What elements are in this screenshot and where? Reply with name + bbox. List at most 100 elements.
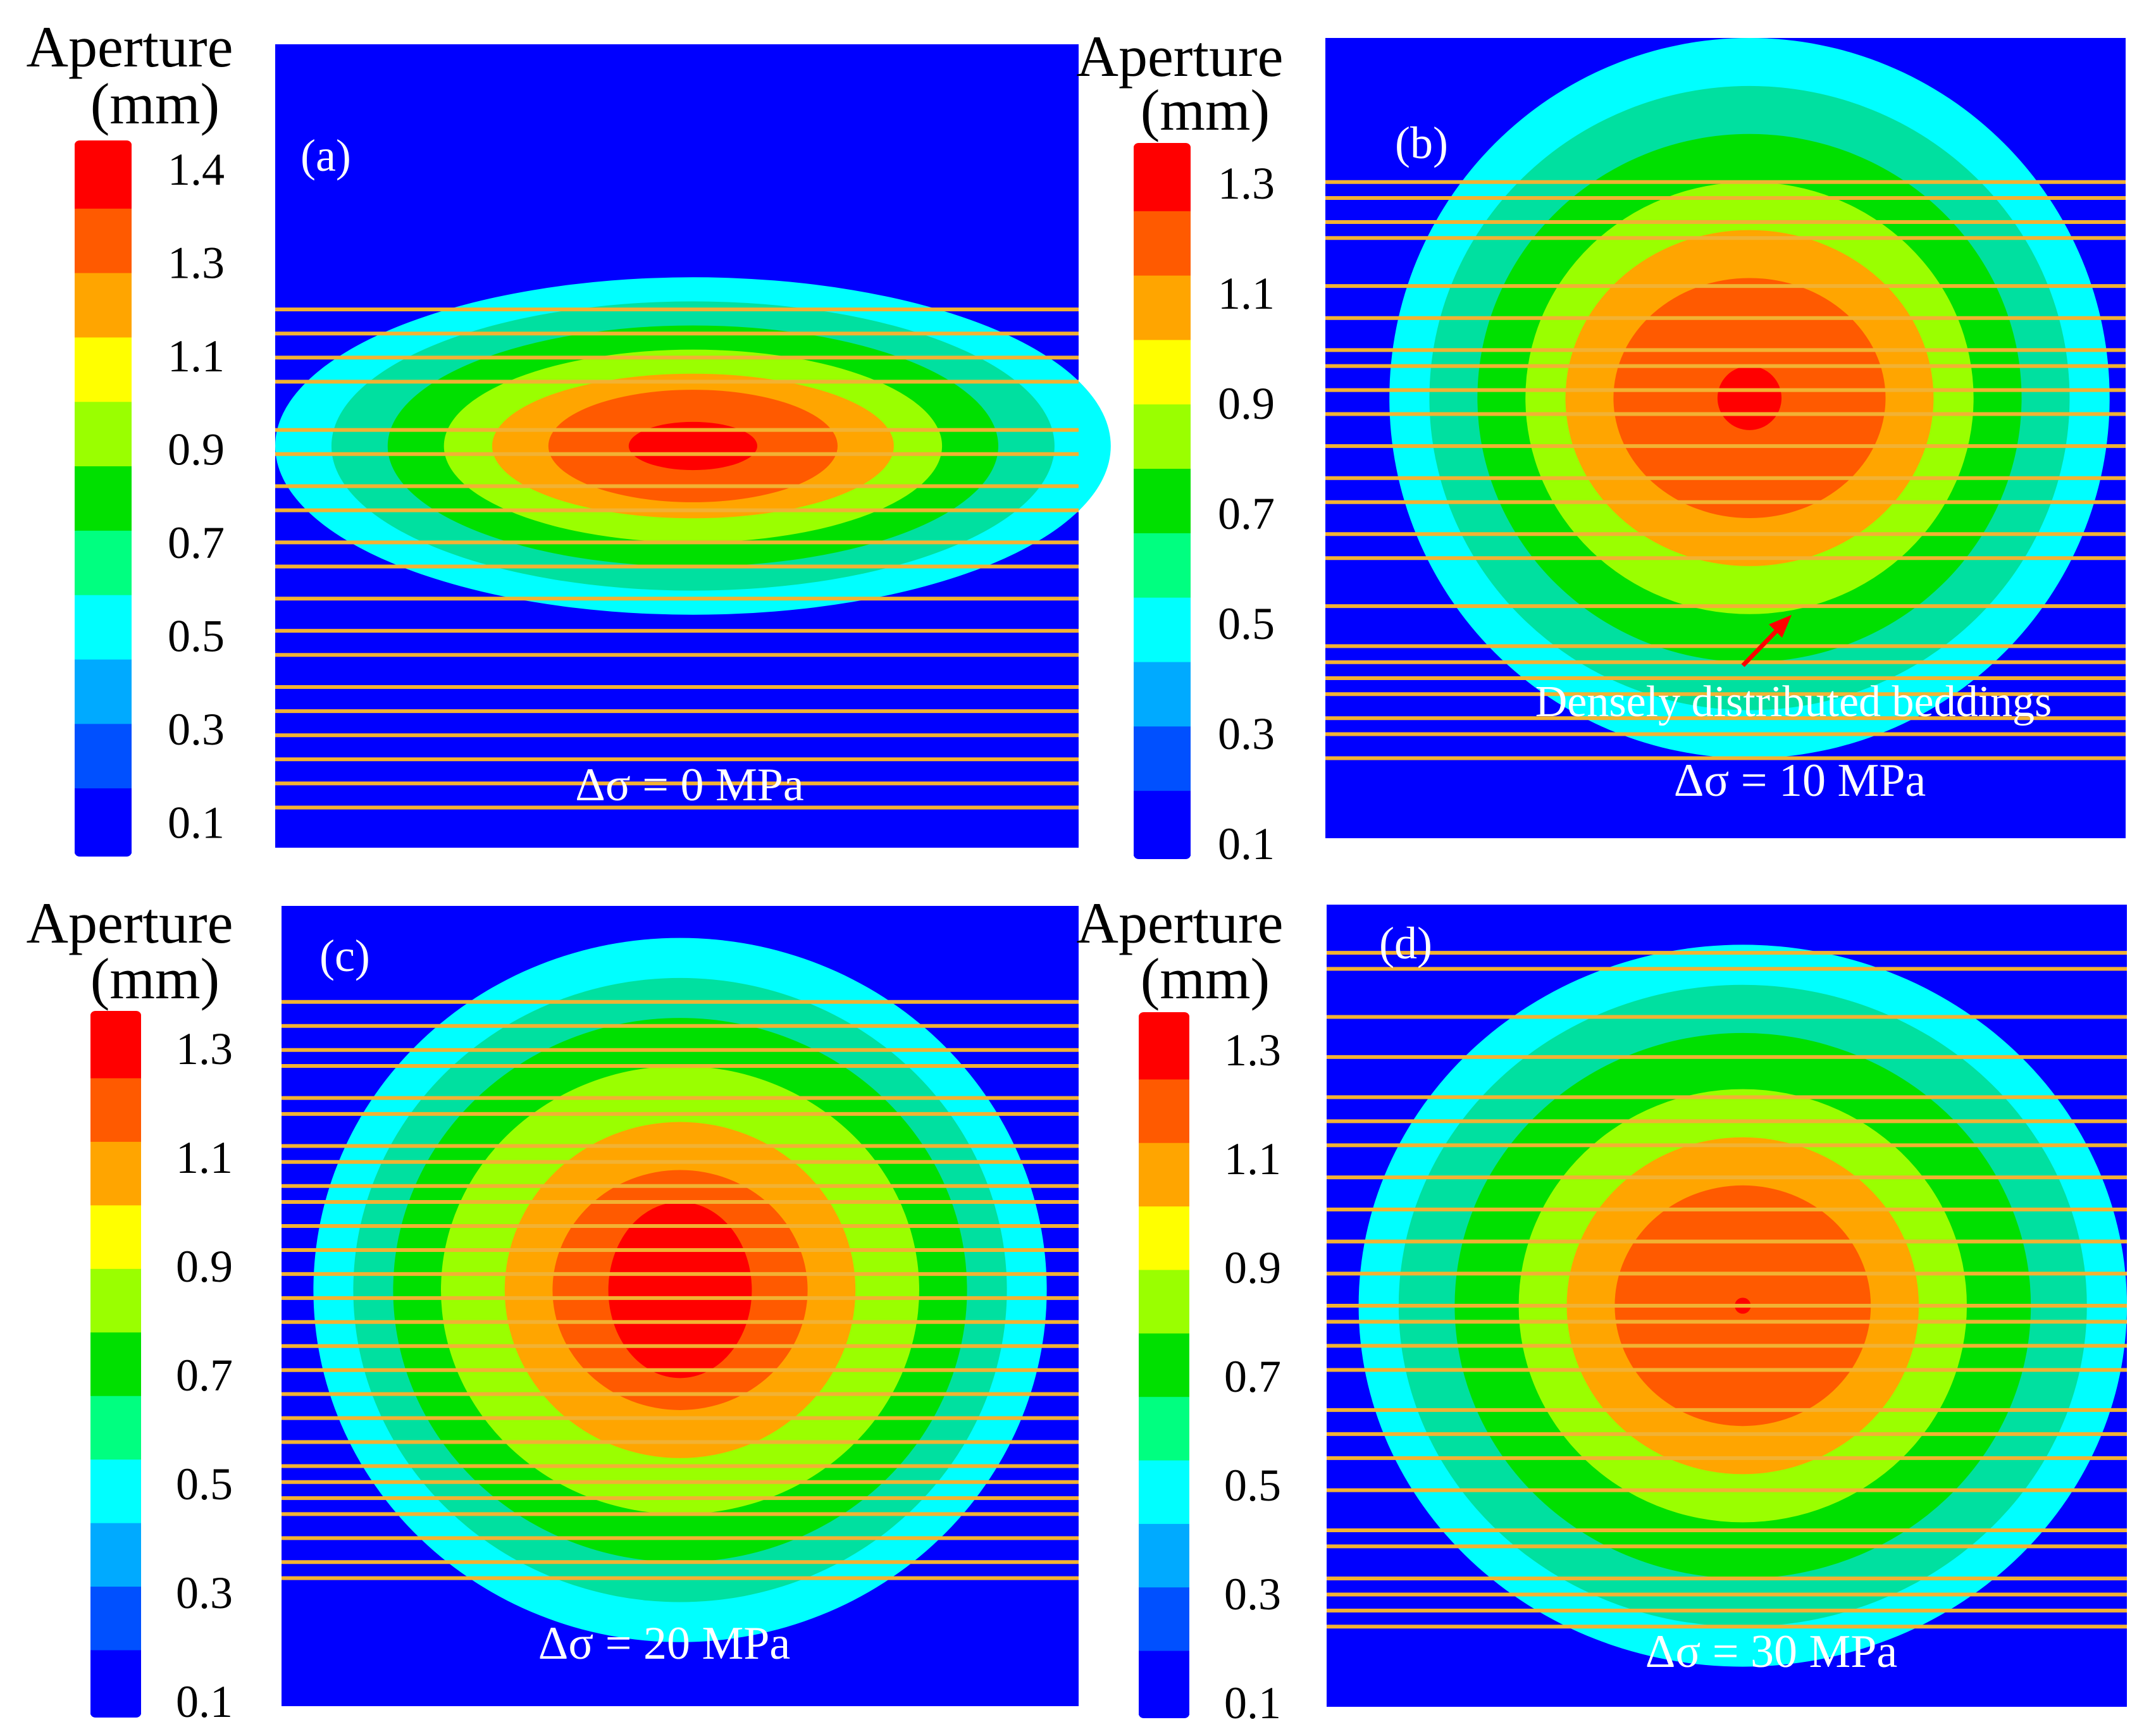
panel-title: Δσ = 20 MPa: [538, 1618, 791, 1669]
colorbar-segment: [90, 1141, 141, 1206]
panel-label: (a): [300, 130, 351, 181]
colorbar-segment: [1139, 1523, 1189, 1588]
colorbar-segment: [90, 1459, 141, 1524]
panel-c: Aperture (mm) 1.3 1.1 0.9 0.7 0.5 0.3 0.…: [27, 891, 1079, 1727]
colorbar-ticks: 1.3 1.1 0.9 0.7 0.5 0.3 0.1: [1224, 1025, 1281, 1728]
colorbar-segment: [1134, 533, 1191, 598]
colorbar-tick-label: 1.3: [176, 1024, 233, 1074]
colorbar-segment: [75, 595, 132, 660]
colorbar-title-line1: Aperture: [27, 891, 233, 955]
colorbar-segment: [90, 1523, 141, 1588]
colorbar-segment: [1139, 1587, 1189, 1652]
colorbar-segment: [75, 144, 132, 209]
colorbar-segment: [1134, 404, 1191, 470]
colorbar-tick-label: 0.9: [176, 1241, 233, 1292]
colorbar-tick-label: 0.7: [176, 1350, 233, 1401]
aperture-field-plot: [1325, 38, 2126, 838]
colorbar-tick-label: 1.4: [168, 144, 225, 195]
colorbar-tick-label: 1.1: [1218, 268, 1275, 319]
colorbar-tick-label: 0.9: [1224, 1242, 1281, 1293]
colorbar-segment: [1134, 726, 1191, 792]
colorbar-segment: [1134, 340, 1191, 406]
colorbar-cap-bottom: [75, 848, 132, 857]
panel-a: Aperture (mm) 1.4 1.3 1.1 0.9 0.7 0.5 0.…: [27, 15, 1111, 857]
colorbar-segment: [90, 1587, 141, 1651]
panel-title: Δσ = 30 MPa: [1645, 1626, 1898, 1678]
colorbar-segment: [75, 208, 132, 274]
panel-label: (d): [1379, 918, 1432, 969]
colorbar-tick-label: 0.5: [1224, 1460, 1281, 1511]
colorbar-cap-top: [75, 140, 132, 149]
aperture-peak: [628, 421, 757, 471]
colorbar-cap-top: [1139, 1012, 1189, 1021]
colorbar-segment: [75, 788, 132, 853]
colorbar-segment: [75, 466, 132, 531]
colorbar-segment: [1139, 1460, 1189, 1525]
colorbar-tick-label: 1.3: [1224, 1025, 1281, 1075]
colorbar-tick-label: 1.1: [176, 1132, 233, 1183]
colorbar-segment: [90, 1268, 141, 1334]
colorbar-segment: [1134, 469, 1191, 534]
panel-b: Aperture (mm) 1.3 1.1 0.9 0.7 0.5 0.3 0.…: [1077, 24, 2126, 869]
colorbar-tick-label: 0.7: [1218, 488, 1275, 539]
colorbar-tick-label: 0.7: [168, 517, 225, 568]
colorbar-segment: [75, 530, 132, 596]
panel-d: Aperture (mm) 1.3 1.1 0.9 0.7 0.5 0.3 0.…: [1077, 891, 2127, 1728]
colorbar-segment: [75, 273, 132, 338]
colorbar-segment: [1139, 1650, 1189, 1715]
colorbar-tick-label: 1.3: [168, 238, 225, 288]
colorbar-segment: [90, 1396, 141, 1461]
colorbar-tick-label: 1.3: [1218, 158, 1275, 209]
colorbar-tick-label: 0.3: [176, 1568, 233, 1618]
colorbar-segment: [1139, 1270, 1189, 1334]
colorbar-cap-bottom: [1139, 1709, 1189, 1718]
colorbar-tick-label: 1.1: [1224, 1134, 1281, 1184]
annotation-arrow-head: [1769, 615, 1792, 638]
aperture-field-plot: [1327, 905, 2127, 1707]
colorbar-segment: [1134, 791, 1191, 856]
colorbar: [1139, 1012, 1189, 1718]
colorbar-segment: [1134, 147, 1191, 212]
colorbar-tick-label: 0.1: [168, 798, 225, 848]
colorbar: [1134, 143, 1191, 859]
panel-label: (b): [1395, 118, 1448, 168]
colorbar-title-line1: Aperture: [1077, 24, 1284, 89]
colorbar-segment: [90, 1205, 141, 1270]
colorbar-tick-label: 0.5: [176, 1459, 233, 1509]
colorbar-segment: [1134, 211, 1191, 276]
colorbar: [75, 140, 132, 857]
colorbar-tick-label: 0.3: [1224, 1569, 1281, 1619]
colorbar-segment: [1134, 597, 1191, 663]
colorbar-segment: [90, 1332, 141, 1397]
colorbar-tick-label: 0.3: [168, 704, 225, 755]
colorbar-ticks: 1.3 1.1 0.9 0.7 0.5 0.3 0.1: [1218, 158, 1275, 869]
colorbar-title-line1: Aperture: [27, 15, 233, 79]
colorbar-title-line2: (mm): [90, 71, 220, 136]
colorbar-title-line2: (mm): [90, 946, 220, 1011]
colorbar-ticks: 1.3 1.1 0.9 0.7 0.5 0.3 0.1: [176, 1024, 233, 1727]
colorbar-tick-label: 0.1: [1224, 1678, 1281, 1728]
colorbar-segment: [1139, 1143, 1189, 1208]
aperture-peak: [608, 1202, 752, 1378]
panel-label: (c): [319, 931, 370, 981]
colorbar-cap-bottom: [90, 1709, 141, 1718]
colorbar-tick-label: 0.5: [168, 611, 225, 662]
colorbar-segment: [75, 659, 132, 725]
colorbar-tick-label: 0.1: [176, 1676, 233, 1727]
colorbar-segment: [75, 337, 132, 403]
colorbar-tick-label: 0.1: [1218, 819, 1275, 869]
aperture-peak: [1717, 366, 1782, 430]
colorbar-segment: [1139, 1079, 1189, 1144]
aperture-field-plot: [282, 906, 1079, 1706]
colorbar-segment: [1139, 1016, 1189, 1081]
colorbar-cap-top: [90, 1011, 141, 1020]
colorbar-segment: [1139, 1397, 1189, 1461]
colorbar-segment: [90, 1650, 141, 1714]
colorbar-tick-label: 0.7: [1224, 1351, 1281, 1402]
colorbar-ticks: 1.4 1.3 1.1 0.9 0.7 0.5 0.3 0.1: [168, 144, 225, 848]
colorbar-title-line2: (mm): [1141, 78, 1270, 142]
colorbar-segment: [1139, 1333, 1189, 1398]
colorbar-segment: [1134, 275, 1191, 341]
annotation-arrow-line: [1741, 624, 1783, 667]
colorbar: [90, 1011, 141, 1718]
